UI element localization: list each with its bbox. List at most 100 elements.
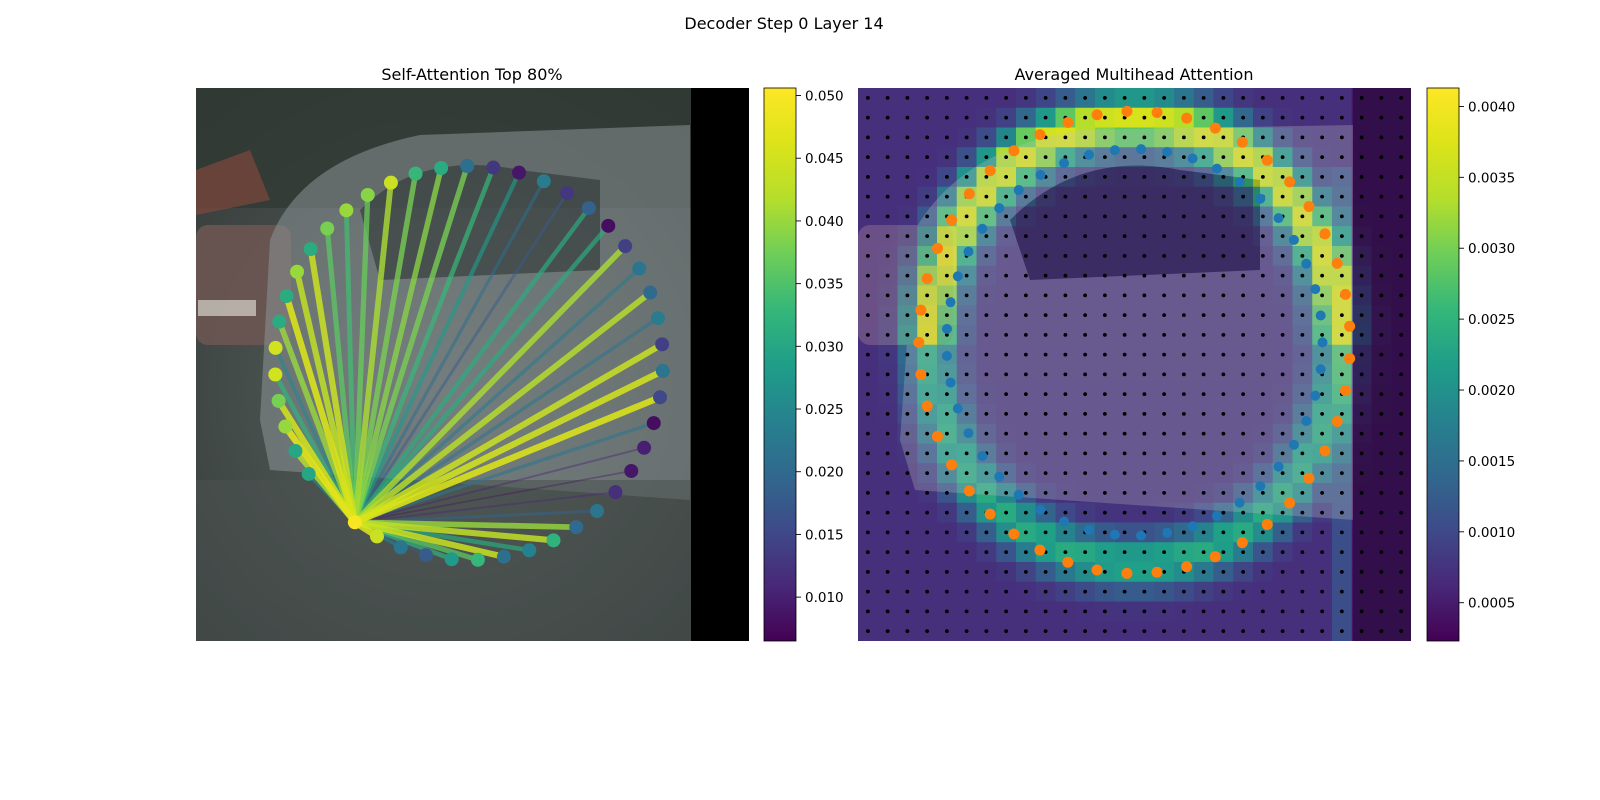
grid-point: [1102, 115, 1107, 120]
reference-point: [977, 451, 988, 462]
grid-point: [1221, 609, 1226, 614]
grid-point: [1063, 451, 1068, 456]
grid-point: [1379, 490, 1384, 495]
grid-point: [885, 253, 890, 258]
grid-point: [925, 510, 930, 515]
grid-point: [905, 589, 910, 594]
reference-point: [941, 350, 952, 361]
grid-point: [1201, 490, 1206, 495]
grid-point: [1221, 589, 1226, 594]
grid-point: [1221, 471, 1226, 476]
reference-point: [1109, 529, 1120, 540]
grid-point: [1300, 352, 1305, 357]
grid-point: [925, 253, 930, 258]
grid-point: [1102, 629, 1107, 634]
grid-point: [1241, 569, 1246, 574]
grid-point: [1241, 95, 1246, 100]
grid-point: [1241, 451, 1246, 456]
reference-point: [1059, 516, 1070, 527]
grid-point: [1004, 372, 1009, 377]
grid-point: [1280, 490, 1285, 495]
grid-point: [1142, 135, 1147, 140]
grid-point: [1379, 569, 1384, 574]
grid-point: [1043, 411, 1048, 416]
grid-point: [1162, 234, 1167, 239]
grid-point: [1122, 115, 1127, 120]
attention-edge: [352, 165, 496, 525]
grid-point: [1004, 411, 1009, 416]
grid-point: [925, 352, 930, 357]
grid-point: [964, 174, 969, 179]
grid-point: [905, 550, 910, 555]
grid-point: [1300, 550, 1305, 555]
grid-point: [1181, 234, 1186, 239]
grid-point: [1320, 135, 1325, 140]
grid-point: [1102, 530, 1107, 535]
grid-point: [1399, 530, 1404, 535]
predicted-point: [1121, 567, 1133, 579]
grid-point: [964, 155, 969, 160]
grid-point: [1201, 174, 1206, 179]
grid-point: [1241, 253, 1246, 258]
attention-node: [278, 419, 293, 434]
grid-point: [1359, 372, 1364, 377]
grid-point: [1122, 352, 1127, 357]
predicted-point: [1236, 136, 1248, 148]
grid-point: [1122, 451, 1127, 456]
grid-point: [984, 490, 989, 495]
grid-point: [1320, 411, 1325, 416]
grid-point: [1004, 510, 1009, 515]
grid-point: [1142, 293, 1147, 298]
grid-point: [1201, 135, 1206, 140]
reference-point: [977, 223, 988, 234]
grid-point: [1300, 332, 1305, 337]
grid-point: [1280, 95, 1285, 100]
grid-point: [964, 372, 969, 377]
grid-point: [944, 115, 949, 120]
grid-point: [1359, 609, 1364, 614]
grid-point: [1221, 490, 1226, 495]
grid-point: [1241, 194, 1246, 199]
multihead-attention-colorbar: 0.0005 0.0010 0.0015 0.0020 0.0025 0.0030 0.00…: [1426, 87, 1515, 642]
grid-point: [1320, 253, 1325, 258]
grid-point: [905, 392, 910, 397]
predicted-point: [1121, 105, 1133, 117]
attention-edge: [352, 205, 592, 525]
grid-point: [1300, 95, 1305, 100]
grid-point: [1043, 253, 1048, 258]
grid-point: [1241, 313, 1246, 318]
grid-point: [1201, 273, 1206, 278]
grid-point: [865, 313, 870, 318]
grid-point: [1379, 451, 1384, 456]
grid-point: [1280, 609, 1285, 614]
grid-point: [1102, 234, 1107, 239]
grid-point: [1023, 194, 1028, 199]
grid-point: [865, 234, 870, 239]
grid-point: [905, 155, 910, 160]
grid-point: [1359, 431, 1364, 436]
grid-point: [1320, 293, 1325, 298]
grid-point: [1181, 174, 1186, 179]
reference-point: [1211, 163, 1222, 174]
attention-edge: [352, 192, 371, 525]
grid-point: [1004, 155, 1009, 160]
grid-point: [925, 609, 930, 614]
grid-point: [964, 392, 969, 397]
grid-point: [984, 411, 989, 416]
grid-point: [1181, 313, 1186, 318]
grid-point: [1260, 471, 1265, 476]
grid-point: [1004, 95, 1009, 100]
attention-edge: [352, 170, 522, 525]
grid-point: [885, 115, 890, 120]
grid-point: [865, 569, 870, 574]
grid-point: [1083, 214, 1088, 219]
grid-point: [1320, 174, 1325, 179]
grid-point: [1359, 392, 1364, 397]
reference-point: [952, 271, 963, 282]
grid-point: [1221, 411, 1226, 416]
reference-point: [1317, 337, 1328, 348]
grid-point: [964, 332, 969, 337]
grid-point: [1399, 431, 1404, 436]
grid-point: [984, 273, 989, 278]
grid-point: [1004, 273, 1009, 278]
